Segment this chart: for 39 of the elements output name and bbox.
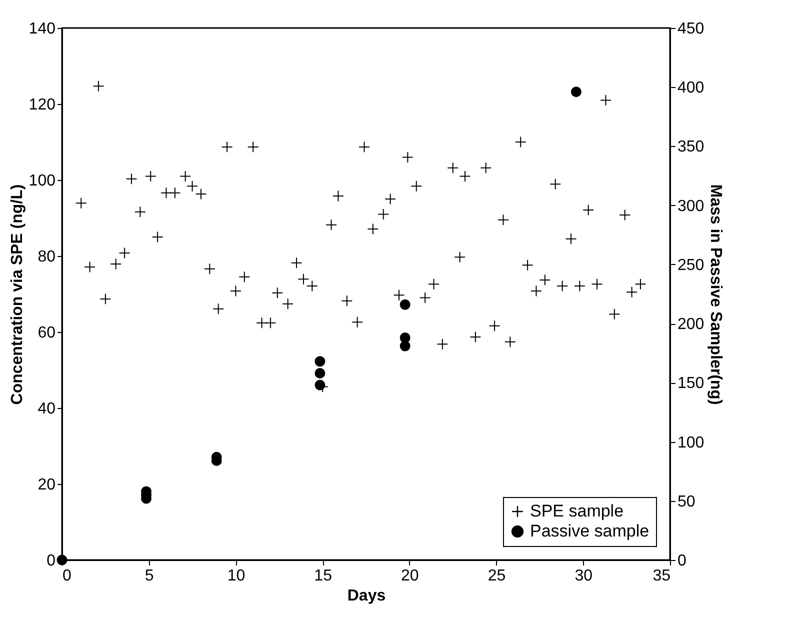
point	[314, 380, 326, 390]
point	[314, 368, 326, 378]
y-axis-title: Concentration via SPE (ng/L)	[8, 184, 26, 405]
x-axis-title: Days	[347, 588, 386, 604]
y2-tick-label: 100	[678, 434, 704, 452]
y-tick-label: 120	[28, 96, 56, 114]
point	[400, 332, 410, 343]
x-tick-label: 35	[652, 568, 671, 584]
x-tick-label: 25	[488, 568, 506, 584]
x-tick-label: 0	[62, 568, 72, 584]
y2-tick-label: 450	[678, 20, 704, 38]
x-tick-label: 10	[227, 568, 246, 584]
point	[570, 86, 582, 98]
point	[314, 356, 326, 367]
legend-label: SPE sample	[530, 502, 624, 520]
point	[400, 299, 410, 310]
y2-tick-label: 0	[678, 552, 686, 570]
y-tick-label: 60	[38, 324, 56, 342]
y-tick-label: 40	[38, 400, 56, 418]
y-tick-label: 0	[46, 552, 56, 570]
y2-tick-label: 400	[678, 80, 704, 97]
x-tick-label: 15	[314, 568, 332, 584]
y2-tick-label: 350	[678, 138, 704, 156]
y-tick-label: 20	[38, 476, 56, 494]
point	[400, 340, 410, 352]
y2-tick-label: 150	[678, 375, 704, 392]
y2-tick-label: 200	[678, 316, 704, 334]
y-tick-label: 80	[38, 248, 56, 266]
y2-tick-label: 300	[678, 198, 704, 215]
y2-tick-label: 50	[678, 493, 696, 510]
x-tick-label: 20	[401, 568, 419, 584]
y2-axis-title: Mass in Passive Sampler(ng)	[707, 184, 724, 405]
legend-label: Passive sample	[530, 522, 650, 540]
y2-tick-label: 250	[678, 256, 704, 274]
x-tick-label: 5	[144, 568, 154, 584]
y-tick-label: 100	[28, 172, 56, 190]
point	[56, 554, 68, 566]
y-tick-label: 140	[28, 20, 56, 38]
x-tick-label: 30	[574, 568, 593, 584]
